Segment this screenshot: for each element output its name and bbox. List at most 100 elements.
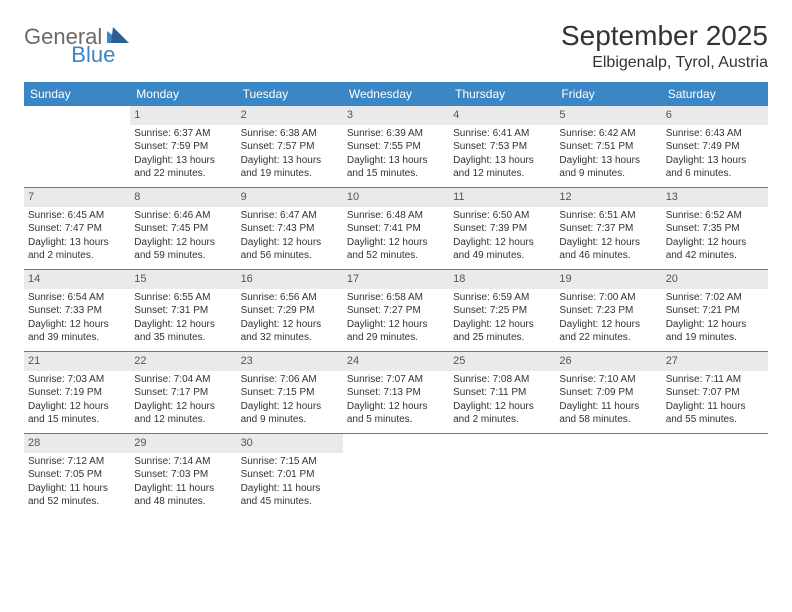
day-number: 9 — [237, 188, 343, 207]
daylight-line: Daylight: 13 hours and 15 minutes. — [347, 154, 445, 181]
daylight-line: Daylight: 11 hours and 55 minutes. — [666, 400, 764, 427]
calendar-cell: 6Sunrise: 6:43 AMSunset: 7:49 PMDaylight… — [662, 106, 768, 188]
day-number: 17 — [343, 270, 449, 289]
calendar-cell: 18Sunrise: 6:59 AMSunset: 7:25 PMDayligh… — [449, 270, 555, 352]
sunset-line: Sunset: 7:05 PM — [28, 468, 126, 482]
weekday-header: Wednesday — [343, 82, 449, 106]
sunset-line: Sunset: 7:27 PM — [347, 304, 445, 318]
calendar-cell: 4Sunrise: 6:41 AMSunset: 7:53 PMDaylight… — [449, 106, 555, 188]
daylight-line: Daylight: 12 hours and 12 minutes. — [134, 400, 232, 427]
sunset-line: Sunset: 7:17 PM — [134, 386, 232, 400]
calendar-cell: 21 Sunrise: 7:03 AMSunset: 7:19 PMDayligh… — [24, 352, 130, 434]
daylight-line: Daylight: 12 hours and 19 minutes. — [666, 318, 764, 345]
calendar-cell: 13Sunrise: 6:52 AMSunset: 7:35 PMDayligh… — [662, 188, 768, 270]
day-number: 21 — [24, 352, 130, 371]
month-title: September 2025 — [561, 20, 768, 52]
sunrise-line: Sunrise: 6:42 AM — [559, 127, 657, 141]
weekday-header: Friday — [555, 82, 661, 106]
sunrise-line: Sunrise: 6:55 AM — [134, 291, 232, 305]
sunrise-line: Sunrise: 6:39 AM — [347, 127, 445, 141]
daylight-line: Daylight: 12 hours and 15 minutes. — [28, 400, 126, 427]
calendar-cell: 26Sunrise: 7:10 AMSunset: 7:09 PMDayligh… — [555, 352, 661, 434]
weekday-header: Thursday — [449, 82, 555, 106]
day-number: 27 — [662, 352, 768, 371]
calendar-cell: 2Sunrise: 6:38 AMSunset: 7:57 PMDaylight… — [237, 106, 343, 188]
sunset-line: Sunset: 7:29 PM — [241, 304, 339, 318]
daylight-line: Daylight: 12 hours and 29 minutes. — [347, 318, 445, 345]
calendar-cell: 3Sunrise: 6:39 AMSunset: 7:55 PMDaylight… — [343, 106, 449, 188]
day-number: 3 — [343, 106, 449, 125]
day-number: 23 — [237, 352, 343, 371]
sunrise-line: Sunrise: 7:10 AM — [559, 373, 657, 387]
day-number: 25 — [449, 352, 555, 371]
sunset-line: Sunset: 7:19 PM — [28, 386, 126, 400]
calendar-cell: 16 Sunrise: 6:56 AMSunset: 7:29 PMDayligh… — [237, 270, 343, 352]
calendar-cell: 23Sunrise: 7:06 AMSunset: 7:15 PMDayligh… — [237, 352, 343, 434]
sunrise-line: Sunrise: 7:00 AM — [559, 291, 657, 305]
weekday-header: Saturday — [662, 82, 768, 106]
day-number: 10 — [343, 188, 449, 207]
sunrise-line: Sunrise: 6:56 AM — [241, 291, 339, 305]
daylight-line: Daylight: 12 hours and 52 minutes. — [347, 236, 445, 263]
daylight-line: Daylight: 13 hours and 6 minutes. — [666, 154, 764, 181]
header: General Blue September 2025 Elbigenalp, … — [24, 20, 768, 72]
daylight-line: Daylight: 12 hours and 56 minutes. — [241, 236, 339, 263]
calendar-cell: 28Sunrise: 7:12 AMSunset: 7:05 PMDayligh… — [24, 434, 130, 516]
calendar-cell: 7Sunrise: 6:45 AMSunset: 7:47 PMDaylight… — [24, 188, 130, 270]
calendar-row: 28Sunrise: 7:12 AMSunset: 7:05 PMDayligh… — [24, 434, 768, 516]
day-number: 24 — [343, 352, 449, 371]
daylight-line: Daylight: 13 hours and 22 minutes. — [134, 154, 232, 181]
daylight-line: Daylight: 12 hours and 39 minutes. — [28, 318, 126, 345]
daylight-line: Daylight: 12 hours and 32 minutes. — [241, 318, 339, 345]
day-number: 18 — [449, 270, 555, 289]
sunrise-line: Sunrise: 7:03 AM — [28, 373, 126, 387]
day-number: 7 — [24, 188, 130, 207]
daylight-line: Daylight: 12 hours and 35 minutes. — [134, 318, 232, 345]
calendar-cell — [449, 434, 555, 516]
sunrise-line: Sunrise: 6:51 AM — [559, 209, 657, 223]
sunrise-line: Sunrise: 7:06 AM — [241, 373, 339, 387]
location-label: Elbigenalp, Tyrol, Austria — [561, 54, 768, 72]
sunset-line: Sunset: 7:25 PM — [453, 304, 551, 318]
sunset-line: Sunset: 7:13 PM — [347, 386, 445, 400]
sunset-line: Sunset: 7:59 PM — [134, 140, 232, 154]
logo: General Blue — [24, 24, 177, 50]
day-number: 13 — [662, 188, 768, 207]
calendar-cell: 30Sunrise: 7:15 AMSunset: 7:01 PMDayligh… — [237, 434, 343, 516]
calendar-cell: 25Sunrise: 7:08 AMSunset: 7:11 PMDayligh… — [449, 352, 555, 434]
calendar-cell — [24, 106, 130, 188]
calendar-cell — [555, 434, 661, 516]
day-number: 6 — [662, 106, 768, 125]
daylight-line: Daylight: 11 hours and 52 minutes. — [28, 482, 126, 509]
calendar-cell: 8Sunrise: 6:46 AMSunset: 7:45 PMDaylight… — [130, 188, 236, 270]
daylight-line: Daylight: 12 hours and 2 minutes. — [453, 400, 551, 427]
day-number: 16 — [237, 270, 343, 289]
sunrise-line: Sunrise: 6:59 AM — [453, 291, 551, 305]
calendar-cell — [343, 434, 449, 516]
calendar-cell: 9Sunrise: 6:47 AMSunset: 7:43 PMDaylight… — [237, 188, 343, 270]
daylight-line: Daylight: 12 hours and 22 minutes. — [559, 318, 657, 345]
sunrise-line: Sunrise: 6:46 AM — [134, 209, 232, 223]
sunset-line: Sunset: 7:01 PM — [241, 468, 339, 482]
sunset-line: Sunset: 7:37 PM — [559, 222, 657, 236]
day-number: 19 — [555, 270, 661, 289]
day-number: 4 — [449, 106, 555, 125]
sunset-line: Sunset: 7:09 PM — [559, 386, 657, 400]
day-number: 8 — [130, 188, 236, 207]
sunrise-line: Sunrise: 7:15 AM — [241, 455, 339, 469]
sunset-line: Sunset: 7:53 PM — [453, 140, 551, 154]
sunrise-line: Sunrise: 7:12 AM — [28, 455, 126, 469]
calendar-cell — [662, 434, 768, 516]
day-number: 26 — [555, 352, 661, 371]
calendar-row: 7Sunrise: 6:45 AMSunset: 7:47 PMDaylight… — [24, 188, 768, 270]
sunset-line: Sunset: 7:23 PM — [559, 304, 657, 318]
day-number: 30 — [237, 434, 343, 453]
sunrise-line: Sunrise: 6:48 AM — [347, 209, 445, 223]
calendar-cell: 1Sunrise: 6:37 AMSunset: 7:59 PMDaylight… — [130, 106, 236, 188]
daylight-line: Daylight: 13 hours and 2 minutes. — [28, 236, 126, 263]
sunrise-line: Sunrise: 6:58 AM — [347, 291, 445, 305]
calendar-cell: 14Sunrise: 6:54 AMSunset: 7:33 PMDayligh… — [24, 270, 130, 352]
daylight-line: Daylight: 11 hours and 48 minutes. — [134, 482, 232, 509]
daylight-line: Daylight: 12 hours and 46 minutes. — [559, 236, 657, 263]
calendar-cell: 27Sunrise: 7:11 AMSunset: 7:07 PMDayligh… — [662, 352, 768, 434]
